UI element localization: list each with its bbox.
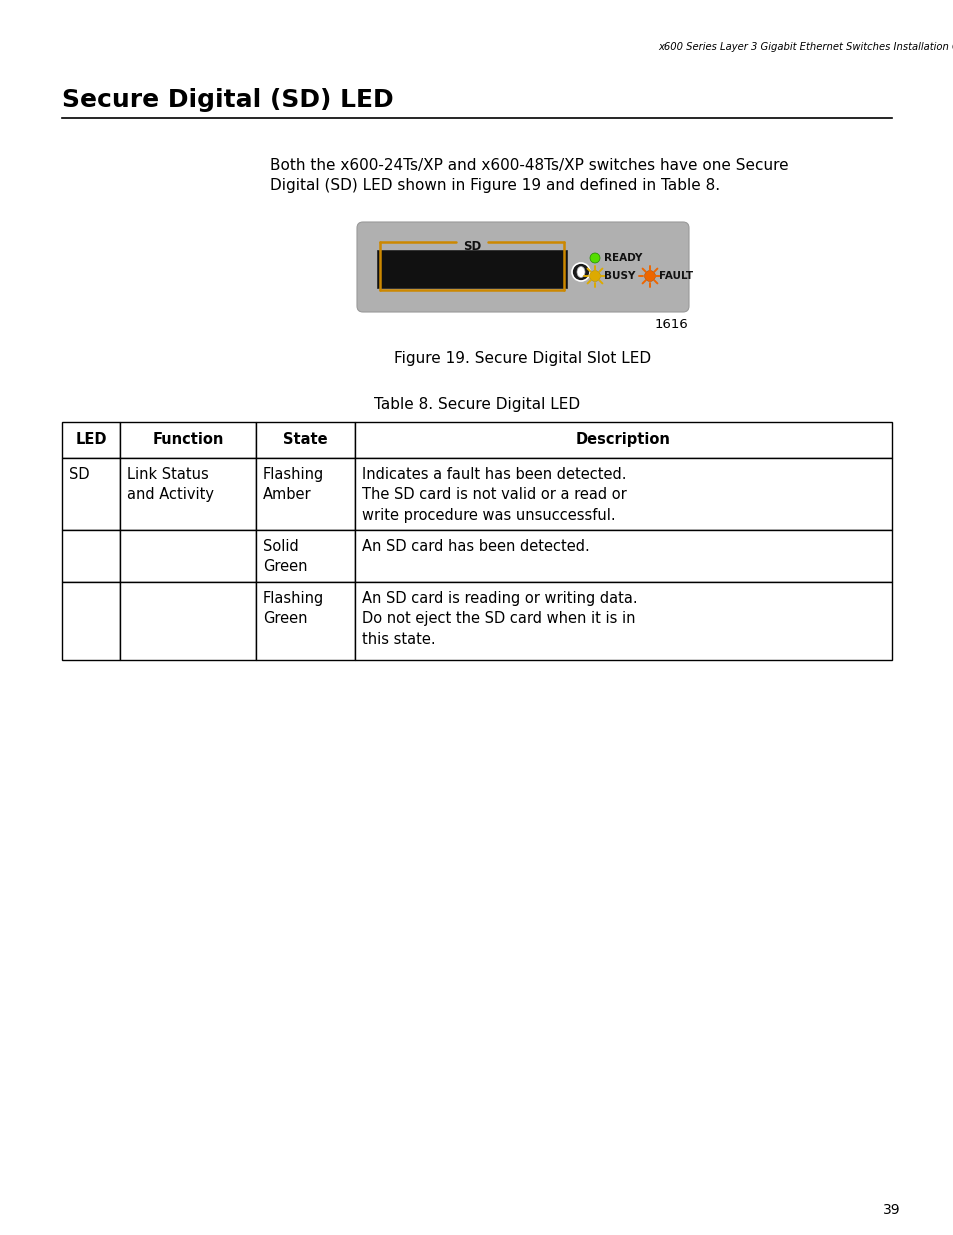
Text: An SD card is reading or writing data.
Do not eject the SD card when it is in
th: An SD card is reading or writing data. D… [361, 592, 637, 647]
Bar [355, 458, 891, 530]
Bar [376, 249, 566, 288]
Text: Digital (SD) LED shown in Figure 19 and defined in Table 8.: Digital (SD) LED shown in Figure 19 and … [270, 178, 720, 193]
Bar [355, 530, 891, 582]
Text: State: State [283, 432, 328, 447]
Text: READY: READY [603, 253, 641, 263]
Text: Secure Digital (SD) LED: Secure Digital (SD) LED [62, 88, 394, 112]
Bar [62, 530, 120, 582]
Circle shape [589, 270, 599, 282]
Ellipse shape [577, 267, 584, 278]
Bar [255, 458, 355, 530]
Text: SD: SD [462, 240, 480, 252]
Text: LED: LED [75, 432, 107, 447]
Text: Description: Description [576, 432, 670, 447]
Bar [355, 422, 891, 458]
Text: Both the x600-24Ts/XP and x600-48Ts/XP switches have one Secure: Both the x600-24Ts/XP and x600-48Ts/XP s… [270, 158, 788, 173]
Circle shape [572, 263, 589, 282]
Circle shape [589, 253, 599, 263]
Bar [120, 582, 255, 659]
Text: FAULT: FAULT [659, 270, 693, 282]
Bar [255, 582, 355, 659]
Bar [255, 530, 355, 582]
Text: Flashing
Amber: Flashing Amber [263, 467, 324, 503]
Text: Indicates a fault has been detected.
The SD card is not valid or a read or
write: Indicates a fault has been detected. The… [361, 467, 626, 522]
Bar [62, 582, 120, 659]
Bar [120, 458, 255, 530]
Text: x600 Series Layer 3 Gigabit Ethernet Switches Installation Guide: x600 Series Layer 3 Gigabit Ethernet Swi… [658, 42, 953, 52]
Text: 39: 39 [882, 1203, 900, 1216]
Text: Flashing
Green: Flashing Green [263, 592, 324, 626]
Text: Table 8. Secure Digital LED: Table 8. Secure Digital LED [374, 396, 579, 411]
Bar [62, 458, 120, 530]
Text: An SD card has been detected.: An SD card has been detected. [361, 538, 589, 555]
Text: Figure 19. Secure Digital Slot LED: Figure 19. Secure Digital Slot LED [394, 351, 651, 366]
Bar [120, 422, 255, 458]
Text: BUSY: BUSY [603, 270, 635, 282]
Bar [120, 530, 255, 582]
Text: 1616: 1616 [654, 319, 687, 331]
Text: Link Status
and Activity: Link Status and Activity [127, 467, 213, 503]
Bar [62, 422, 120, 458]
FancyBboxPatch shape [356, 222, 688, 312]
Circle shape [644, 270, 655, 282]
Text: Solid
Green: Solid Green [263, 538, 307, 574]
Bar [355, 582, 891, 659]
Text: SD: SD [69, 467, 90, 482]
Bar [255, 422, 355, 458]
Text: Function: Function [152, 432, 223, 447]
